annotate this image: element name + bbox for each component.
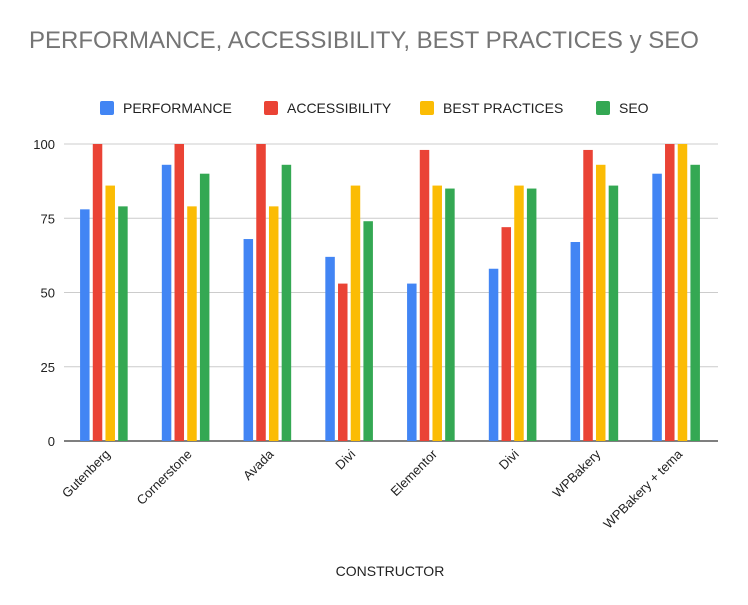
- bar-accessibility-1: [92, 144, 103, 441]
- bar-best-practices-8: [677, 144, 688, 441]
- legend-swatch-accessibility: [264, 101, 278, 115]
- bar-performance-4: [325, 256, 335, 441]
- x-tick-label: Gutenberg: [59, 447, 113, 501]
- bar-accessibility-6: [501, 227, 512, 441]
- x-tick-label: Cornerstone: [134, 447, 195, 508]
- x-tick-label: WPBakery + tema: [600, 446, 685, 531]
- bar-accessibility-4: [338, 283, 348, 441]
- y-tick-label: 50: [41, 286, 55, 301]
- bar-performance-7: [570, 242, 581, 441]
- bar-best-practices-5: [432, 185, 442, 441]
- bar-accessibility-3: [256, 144, 266, 441]
- legend-label: BEST PRACTICES: [443, 100, 563, 116]
- bar-best-practices-6: [514, 185, 524, 441]
- bar-performance-5: [407, 283, 417, 441]
- bar-seo-1: [118, 206, 128, 441]
- bar-performance-3: [243, 239, 254, 441]
- x-tick-label: Divi: [496, 446, 522, 472]
- bar-seo-7: [608, 185, 619, 441]
- bar-seo-3: [281, 164, 292, 442]
- bar-best-practices-2: [187, 206, 197, 441]
- y-tick-label: 100: [33, 137, 55, 152]
- bar-performance-8: [652, 173, 662, 441]
- bar-performance-1: [80, 209, 90, 441]
- x-tick-label: WPBakery: [549, 446, 603, 500]
- bar-best-practices-4: [350, 185, 361, 441]
- bar-best-practices-3: [268, 206, 279, 441]
- x-tick-label: Divi: [332, 446, 358, 472]
- legend-label: PERFORMANCE: [123, 100, 232, 116]
- bar-performance-6: [488, 268, 499, 441]
- legend-label: ACCESSIBILITY: [287, 100, 392, 116]
- bar-accessibility-7: [583, 149, 593, 441]
- legend-swatch-best-practices: [420, 101, 434, 115]
- bar-accessibility-2: [174, 144, 185, 441]
- y-tick-label: 75: [41, 211, 55, 226]
- x-axis-title: CONSTRUCTOR: [336, 563, 445, 579]
- bar-performance-2: [161, 164, 172, 442]
- legend-label: SEO: [619, 100, 649, 116]
- chart-title: PERFORMANCE, ACCESSIBILITY, BEST PRACTIC…: [29, 27, 699, 54]
- bar-seo-5: [445, 188, 455, 441]
- bar-seo-4: [363, 221, 373, 441]
- legend-swatch-seo: [596, 101, 610, 115]
- bar-accessibility-5: [419, 149, 430, 441]
- x-tick-label: Elementor: [387, 446, 440, 499]
- y-tick-label: 25: [41, 360, 55, 375]
- legend-swatch-performance: [100, 101, 114, 115]
- bar-best-practices-7: [595, 164, 606, 442]
- bar-seo-6: [526, 188, 537, 441]
- bar-seo-2: [199, 173, 210, 441]
- x-tick-label: Avada: [240, 446, 277, 483]
- y-tick-label: 0: [48, 434, 55, 449]
- bar-seo-8: [690, 164, 700, 442]
- bar-accessibility-8: [665, 144, 675, 441]
- bar-best-practices-1: [105, 185, 115, 441]
